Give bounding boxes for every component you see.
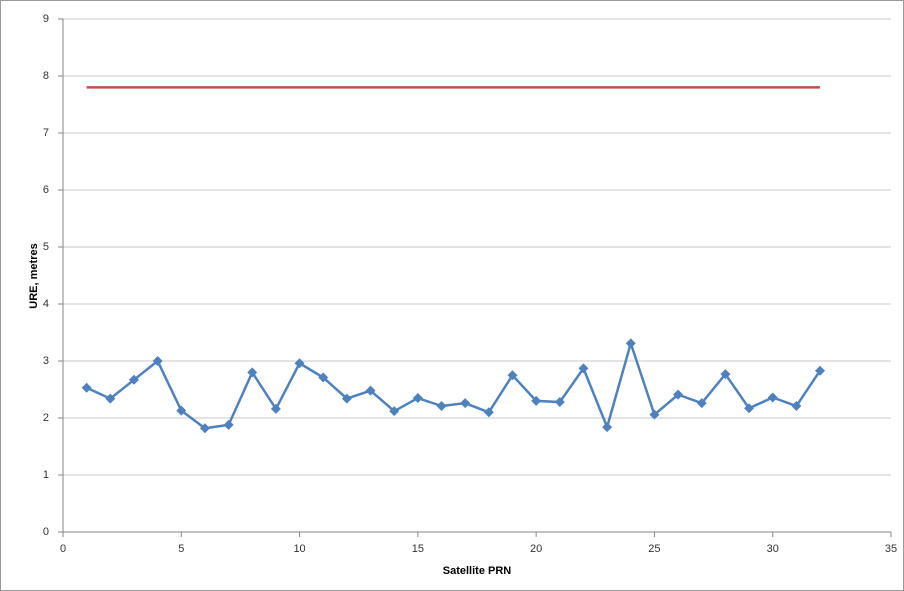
- data-point: [507, 370, 518, 381]
- x-tick-label: 0: [60, 543, 66, 555]
- x-tick-label: 35: [885, 543, 897, 555]
- data-point: [365, 385, 376, 396]
- data-point: [223, 419, 234, 430]
- x-tick-label: 25: [648, 543, 660, 555]
- data-point: [152, 356, 163, 366]
- x-tick-label: 10: [293, 543, 305, 555]
- data-point: [673, 389, 684, 400]
- data-point: [199, 423, 210, 434]
- data-point: [128, 374, 139, 385]
- data-point: [696, 398, 707, 409]
- data-point: [341, 393, 352, 404]
- data-point: [105, 393, 116, 404]
- data-point: [294, 358, 305, 369]
- data-point: [531, 395, 542, 406]
- y-tick-label: 7: [43, 127, 49, 139]
- y-tick-label: 0: [43, 526, 49, 538]
- y-tick-label: 4: [43, 298, 49, 310]
- data-point: [389, 406, 400, 417]
- x-tick-label: 15: [412, 543, 424, 555]
- data-point: [767, 392, 778, 403]
- data-point: [554, 397, 565, 408]
- y-tick-label: 6: [43, 184, 49, 196]
- data-point: [791, 401, 802, 412]
- data-point: [247, 367, 258, 378]
- y-tick-label: 3: [43, 355, 49, 367]
- x-tick-label: 5: [178, 543, 184, 555]
- data-point: [483, 407, 494, 418]
- data-point: [720, 369, 731, 380]
- data-point: [412, 393, 423, 404]
- x-tick-label: 20: [530, 543, 542, 555]
- data-point: [625, 338, 636, 349]
- y-tick-label: 8: [43, 70, 49, 82]
- x-tick-label: 30: [767, 543, 779, 555]
- y-tick-label: 5: [43, 241, 49, 253]
- data-point: [460, 398, 471, 409]
- data-point: [318, 372, 329, 383]
- y-axis-title: URE, metres: [28, 243, 40, 308]
- data-point: [176, 405, 187, 416]
- data-point: [578, 363, 589, 374]
- x-axis-title: Satellite PRN: [443, 565, 512, 577]
- data-point: [649, 409, 660, 420]
- y-tick-label: 1: [43, 469, 49, 481]
- data-point: [436, 401, 447, 412]
- data-point: [815, 365, 826, 376]
- data-point: [602, 422, 613, 433]
- data-point: [270, 403, 281, 414]
- y-tick-label: 2: [43, 412, 49, 424]
- y-tick-label: 9: [43, 13, 49, 25]
- data-point: [744, 403, 755, 414]
- data-point: [81, 382, 92, 393]
